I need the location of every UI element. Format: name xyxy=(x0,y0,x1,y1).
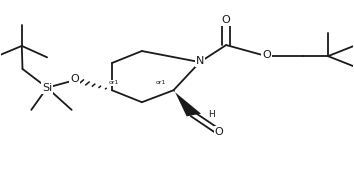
Text: or1: or1 xyxy=(109,80,119,85)
Text: O: O xyxy=(70,74,79,84)
Text: or1: or1 xyxy=(156,80,166,85)
Text: H: H xyxy=(209,110,215,119)
Text: O: O xyxy=(215,127,223,137)
Text: Si: Si xyxy=(42,83,52,93)
Text: O: O xyxy=(222,15,230,25)
Text: N: N xyxy=(196,56,204,66)
Text: O: O xyxy=(262,50,271,60)
Polygon shape xyxy=(173,90,201,116)
